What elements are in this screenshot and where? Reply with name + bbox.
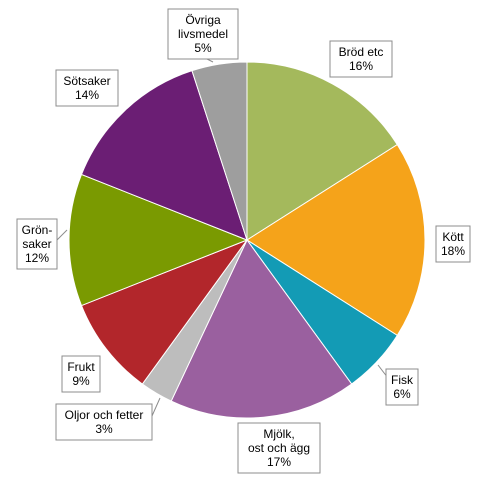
slice-label-text: 9% xyxy=(72,374,90,388)
slice-label-text: Övriga xyxy=(185,13,221,27)
slice-label-text: Oljor och fetter xyxy=(65,408,144,422)
slice-label-text: Grön- xyxy=(22,223,53,237)
pie-slice xyxy=(246,143,426,337)
pie-slice xyxy=(170,239,353,419)
leader-line xyxy=(56,229,68,241)
slice-label-text: 12% xyxy=(25,251,49,265)
slice-label-text: 18% xyxy=(441,244,465,258)
slice-label-text: Frukt xyxy=(67,360,95,374)
slice-label-text: 17% xyxy=(267,455,291,469)
slice-label-box xyxy=(435,225,471,263)
slice-label-box xyxy=(329,40,393,78)
slice-label-box xyxy=(16,218,58,270)
slice-label-box xyxy=(237,422,321,474)
slice-label-text: 14% xyxy=(75,88,99,102)
pie-slice xyxy=(80,238,249,385)
slice-label-text: 16% xyxy=(349,59,373,73)
pie-slice xyxy=(246,61,398,241)
slice-label-text: 6% xyxy=(393,387,411,401)
slice-label-text: Sötsaker xyxy=(63,74,110,88)
slice-label-text: saker xyxy=(22,237,51,251)
slice-label-text: Bröd etc xyxy=(339,45,384,59)
slice-label-box xyxy=(55,69,119,107)
slice-label-text: ost och ägg xyxy=(248,441,310,455)
leader-line xyxy=(151,397,161,417)
slice-label-box xyxy=(385,368,419,406)
slice-label-text: 5% xyxy=(194,41,212,55)
slice-label-box xyxy=(167,8,239,60)
slice-label-box xyxy=(55,403,153,441)
pie-slices xyxy=(68,61,426,419)
slice-label-text: Mjölk, xyxy=(263,427,294,441)
slice-label-text: Fisk xyxy=(391,373,414,387)
pie-slice xyxy=(191,61,248,241)
pie-slice xyxy=(68,173,249,307)
slice-label-text: 3% xyxy=(95,422,113,436)
slice-label-text: Kött xyxy=(442,230,464,244)
slice-label-text: livsmedel xyxy=(178,27,228,41)
slice-label-box xyxy=(61,355,101,393)
